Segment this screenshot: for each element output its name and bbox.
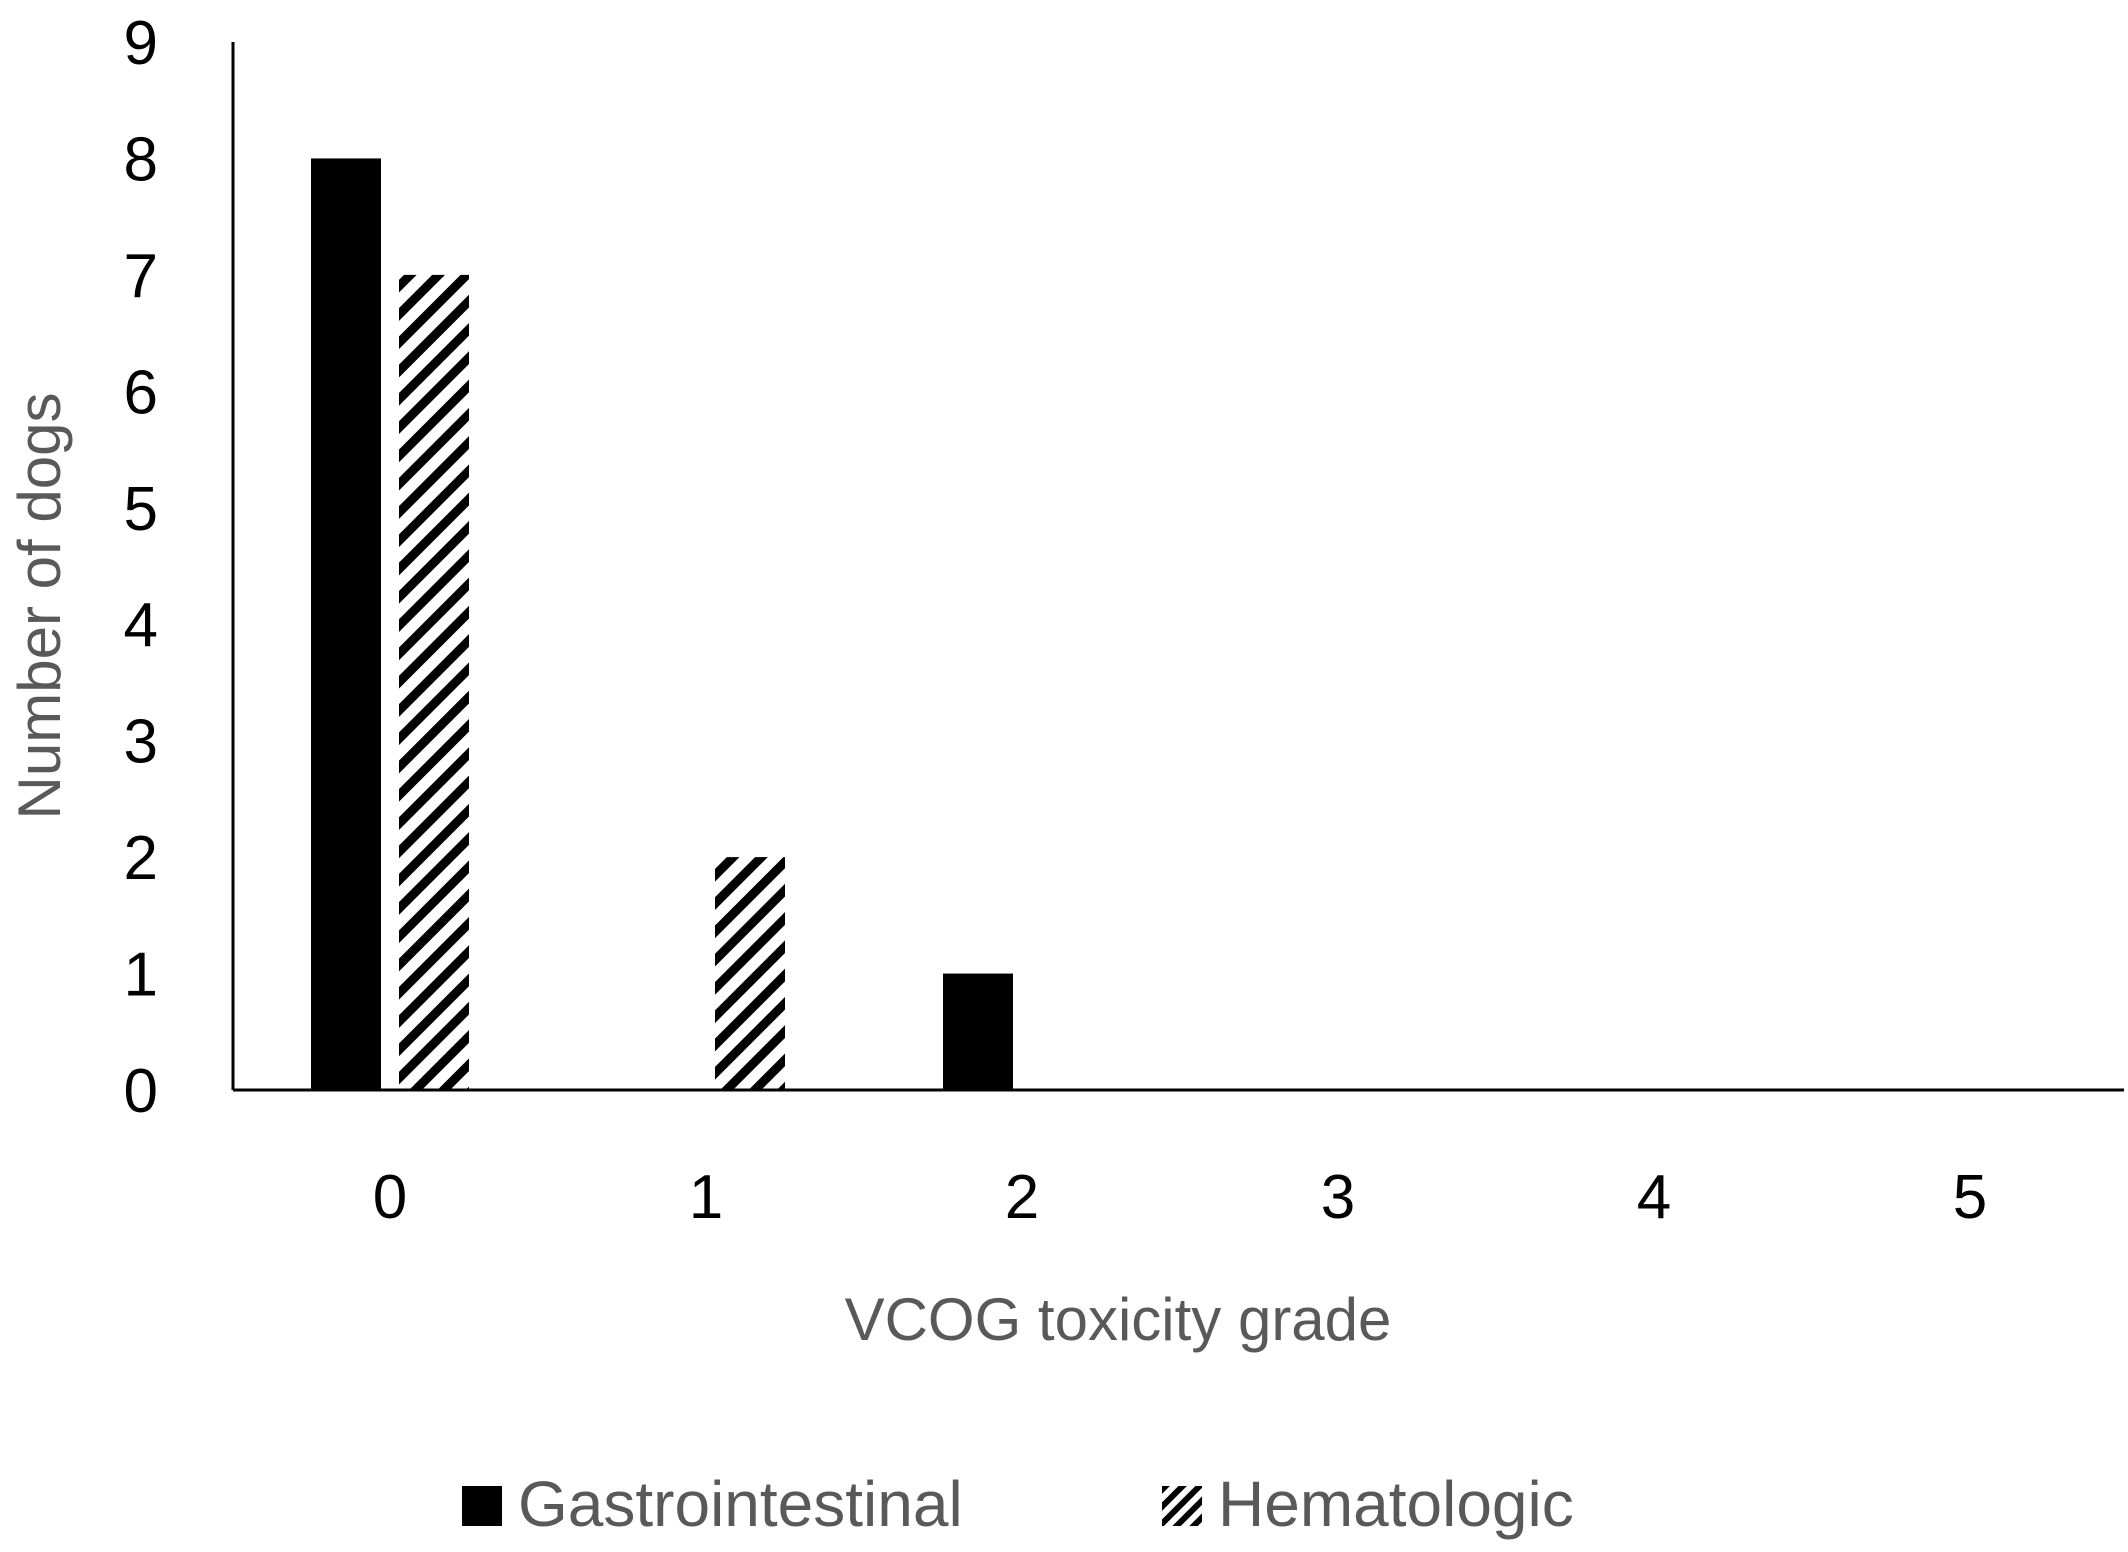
legend-label-gastrointestinal: Gastrointestinal xyxy=(518,1468,963,1540)
legend-label-hematologic: Hematologic xyxy=(1218,1468,1574,1540)
x-axis-tick-labels: 0 1 2 3 4 5 xyxy=(373,1163,1987,1232)
legend-swatch-gastrointestinal xyxy=(462,1486,502,1526)
x-tick-label: 5 xyxy=(1953,1163,1987,1232)
bar-hematologic xyxy=(715,857,785,1090)
y-tick-label: 9 xyxy=(124,9,158,78)
x-tick-label: 1 xyxy=(689,1163,723,1232)
x-axis-title: VCOG toxicity grade xyxy=(845,1286,1392,1353)
y-tick-label: 2 xyxy=(124,824,158,893)
x-tick-label: 0 xyxy=(373,1163,407,1232)
y-axis-tick-labels: 0 1 2 3 4 5 6 7 8 9 xyxy=(124,9,158,1126)
y-tick-label: 4 xyxy=(124,591,158,660)
bar-series xyxy=(311,158,1013,1090)
y-axis-title: Number of dogs xyxy=(6,393,73,820)
legend-swatch-hematologic xyxy=(1162,1486,1202,1526)
bar-hematologic xyxy=(399,274,469,1090)
x-tick-label: 3 xyxy=(1321,1163,1355,1232)
x-tick-label: 2 xyxy=(1005,1163,1039,1232)
bar-gastrointestinal xyxy=(311,158,381,1090)
legend: Gastrointestinal Hematologic xyxy=(462,1468,1574,1540)
y-tick-label: 5 xyxy=(124,475,158,544)
y-tick-label: 8 xyxy=(124,125,158,194)
x-tick-label: 4 xyxy=(1637,1163,1671,1232)
bar-gastrointestinal xyxy=(943,973,1013,1090)
y-tick-label: 0 xyxy=(124,1057,158,1126)
y-tick-label: 3 xyxy=(124,708,158,777)
y-tick-label: 6 xyxy=(124,358,158,427)
y-tick-label: 1 xyxy=(124,941,158,1010)
y-tick-label: 7 xyxy=(124,242,158,311)
